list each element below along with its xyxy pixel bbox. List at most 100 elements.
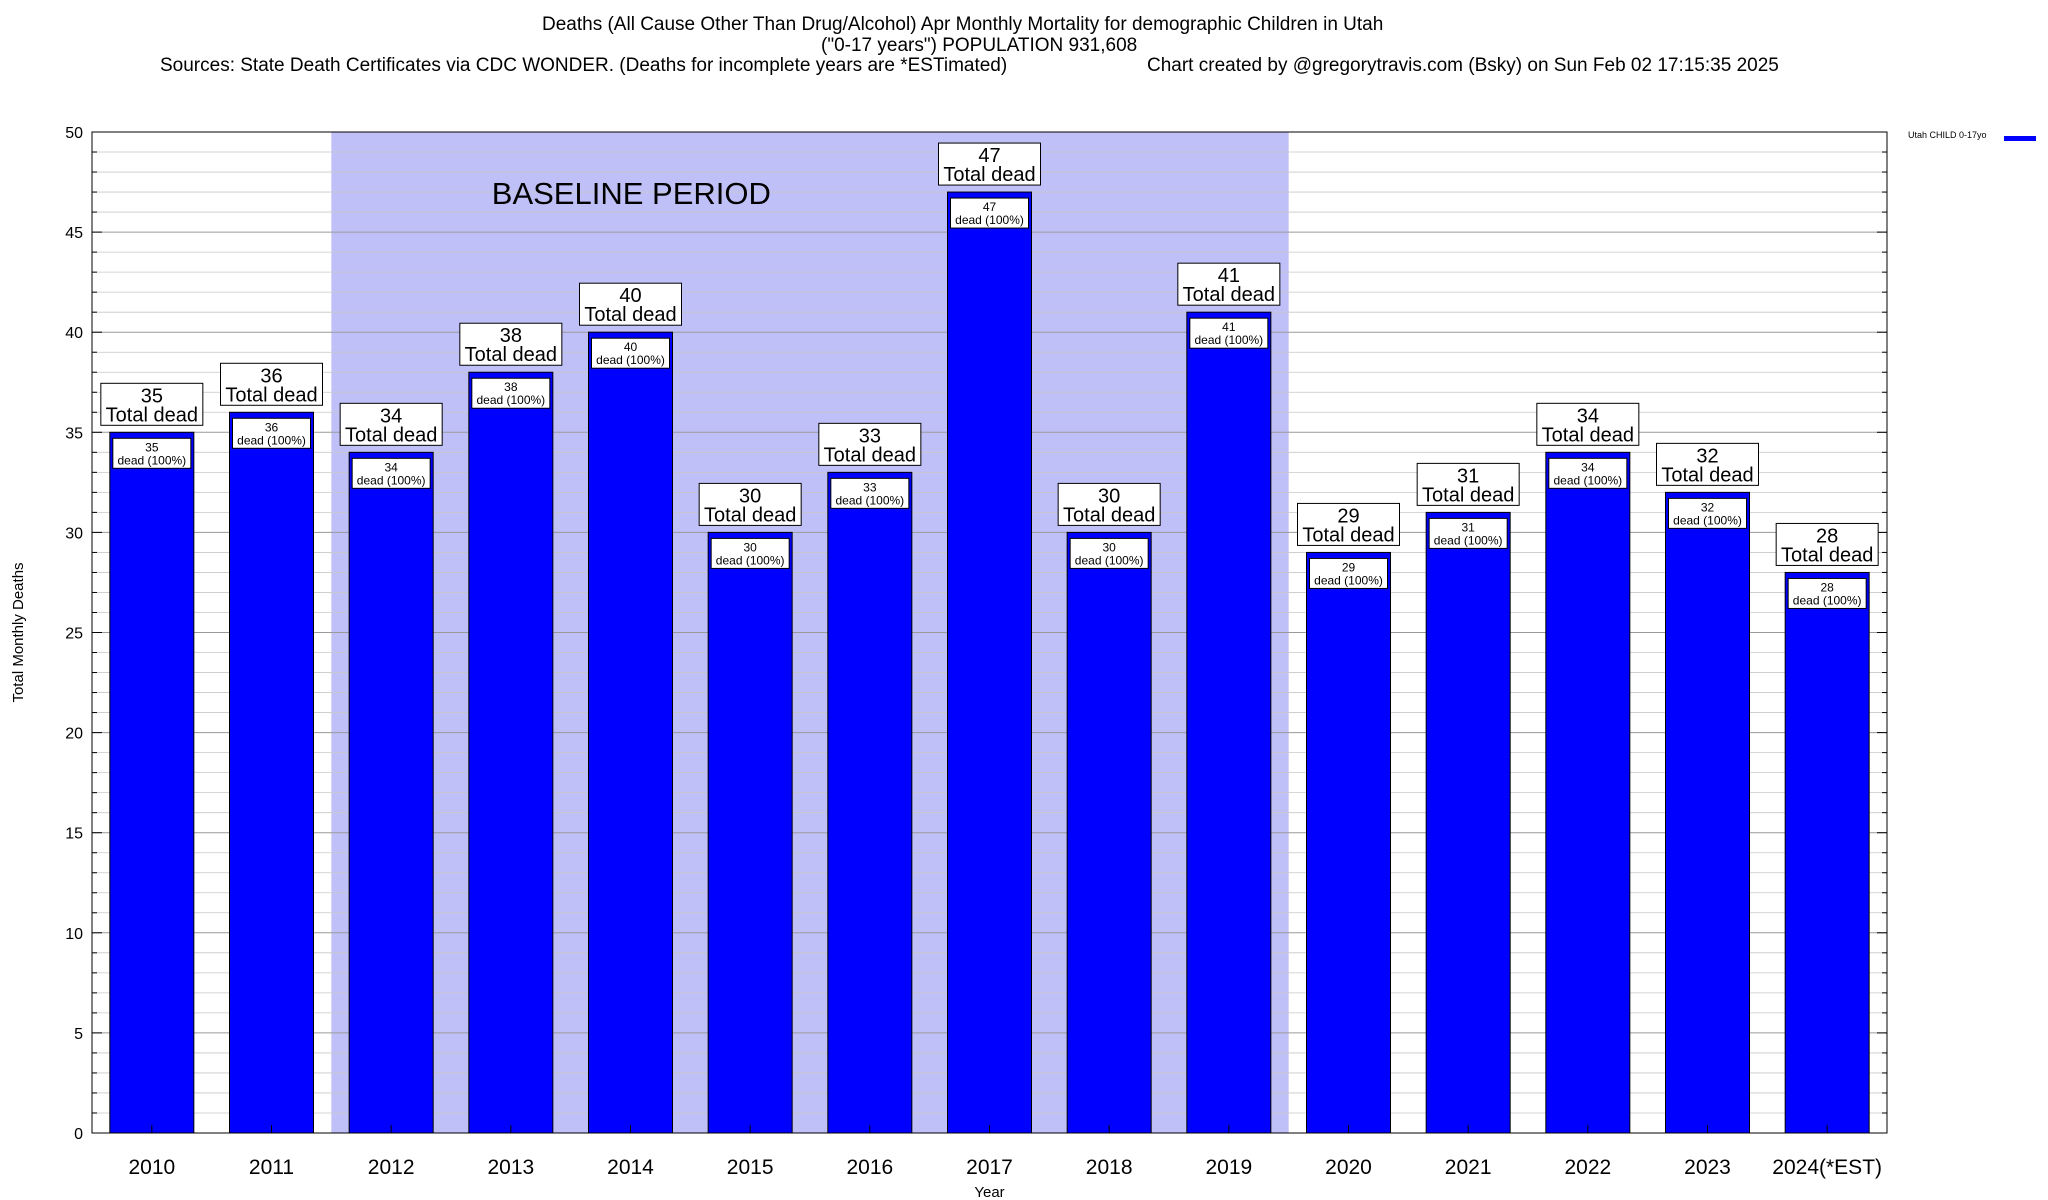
bar-top-total-label: Total dead <box>704 504 796 526</box>
bar-inner-value-label: 31 <box>1461 520 1475 534</box>
bar-inner-pct-label: dead (100%) <box>237 433 306 447</box>
bar <box>827 471 913 1134</box>
bar-top-total-label: Total dead <box>465 344 557 366</box>
bar <box>1545 451 1631 1134</box>
bar-top-total-label: Total dead <box>1661 464 1753 486</box>
bar-top-value-label: 38 <box>500 325 522 347</box>
bar-top-value-label: 34 <box>1577 405 1599 427</box>
y-tick-label: 50 <box>65 125 83 142</box>
bar-top-total-label: Total dead <box>584 304 676 326</box>
bar-inner-value-label: 28 <box>1820 580 1834 594</box>
bar-top-label-box <box>1297 502 1400 546</box>
bar <box>1306 551 1391 1134</box>
chart-credit: Chart created by @gregorytravis.com (Bsk… <box>1147 55 1779 76</box>
bar <box>707 531 793 1134</box>
bar-inner-pct-label: dead (100%) <box>1314 573 1383 587</box>
bar-inner-label-box <box>710 537 790 569</box>
bar-inner-label-box <box>232 417 311 449</box>
bar <box>947 191 1032 1134</box>
bar-top-total-label: Total dead <box>1183 284 1275 306</box>
bar-inner-pct-label: dead (100%) <box>1075 553 1144 567</box>
bar-top-value-label: 29 <box>1337 505 1359 527</box>
bar-inner-label-box <box>1069 537 1149 569</box>
bar <box>1186 311 1272 1134</box>
bar-inner-label-box <box>830 477 910 509</box>
bar-top-total-label: Total dead <box>225 384 317 406</box>
bar-inner-label-box <box>1787 577 1867 609</box>
x-tick-label: 2011 <box>249 1156 294 1179</box>
bar-inner-pct-label: dead (100%) <box>357 473 426 487</box>
bar-inner-pct-label: dead (100%) <box>117 453 186 467</box>
bar-top-label-box <box>100 382 204 426</box>
bar <box>229 411 314 1134</box>
bar <box>1784 571 1870 1134</box>
y-tick-label: 45 <box>65 225 83 242</box>
bar-top-value-label: 35 <box>141 385 163 407</box>
x-tick-label: 2023 <box>1684 1156 1731 1179</box>
bar-top-label-box <box>818 422 922 466</box>
bar-top-value-label: 41 <box>1218 265 1240 287</box>
x-tick-label: 2019 <box>1205 1156 1252 1179</box>
x-axis-title: Year <box>974 1184 1004 1200</box>
bar-inner-value-label: 38 <box>504 380 518 394</box>
bar-top-total-label: Total dead <box>1302 524 1394 546</box>
bar-top-label-box <box>579 282 682 326</box>
bar-top-label-box <box>1057 482 1161 526</box>
bar-inner-value-label: 34 <box>384 460 398 474</box>
bar-top-value-label: 30 <box>739 485 761 507</box>
x-tick-label: 2024(*EST) <box>1772 1156 1882 1179</box>
bar-top-label-box <box>1416 462 1520 506</box>
y-tick-label: 30 <box>65 525 83 542</box>
bar <box>109 431 195 1134</box>
bar-top-label-box <box>339 402 443 446</box>
bar <box>1425 511 1511 1134</box>
bar-top-value-label: 33 <box>859 425 881 447</box>
bar-inner-label-box <box>471 377 551 409</box>
bar-inner-label-box <box>1548 457 1628 489</box>
y-tick-label: 35 <box>65 425 83 442</box>
bar <box>468 371 554 1134</box>
bar-top-value-label: 28 <box>1816 525 1838 547</box>
bar-top-label-box <box>698 482 802 526</box>
bar-top-value-label: 47 <box>978 145 1000 167</box>
bar-inner-label-box <box>351 457 431 489</box>
bar-inner-pct-label: dead (100%) <box>1673 513 1742 527</box>
bar-top-total-label: Total dead <box>824 444 916 466</box>
bar-inner-pct-label: dead (100%) <box>1194 333 1263 347</box>
bar-inner-value-label: 30 <box>743 540 757 554</box>
y-tick-label: 5 <box>74 1026 83 1043</box>
bar-inner-value-label: 30 <box>1102 540 1116 554</box>
bar-inner-pct-label: dead (100%) <box>1553 473 1622 487</box>
bar-inner-pct-label: dead (100%) <box>1793 593 1862 607</box>
bar <box>1066 531 1152 1134</box>
x-tick-label: 2014 <box>607 1156 654 1179</box>
x-tick-label: 2020 <box>1325 1156 1372 1179</box>
x-tick-label: 2022 <box>1564 1156 1611 1179</box>
y-axis-title: Total Monthly Deaths <box>10 562 27 702</box>
bar-top-value-label: 32 <box>1696 445 1718 467</box>
bar-inner-label-box <box>950 197 1029 229</box>
bar-inner-label-box <box>1189 317 1269 349</box>
bar-inner-label-box <box>1428 517 1508 549</box>
bar-inner-pct-label: dead (100%) <box>835 493 904 507</box>
x-tick-label: 2017 <box>966 1156 1013 1179</box>
y-tick-label: 0 <box>74 1126 83 1143</box>
y-tick-label: 40 <box>65 325 83 342</box>
bar-top-label-box <box>459 322 563 366</box>
bar-top-value-label: 36 <box>260 365 282 387</box>
bar-inner-value-label: 29 <box>1342 560 1356 574</box>
bar <box>348 451 434 1134</box>
bar-inner-label-box <box>112 437 192 469</box>
bar-top-total-label: Total dead <box>1781 544 1873 566</box>
bar-inner-value-label: 47 <box>983 200 997 214</box>
bar-top-total-label: Total dead <box>1063 504 1155 526</box>
bar-inner-pct-label: dead (100%) <box>476 393 545 407</box>
bar-top-label-box <box>1775 522 1879 566</box>
bar-top-value-label: 31 <box>1457 465 1479 487</box>
bar-inner-pct-label: dead (100%) <box>716 553 785 567</box>
x-tick-label: 2016 <box>846 1156 893 1179</box>
x-tick-label: 2021 <box>1445 1156 1492 1179</box>
bar-top-total-label: Total dead <box>345 424 437 446</box>
bar-inner-value-label: 33 <box>863 480 877 494</box>
